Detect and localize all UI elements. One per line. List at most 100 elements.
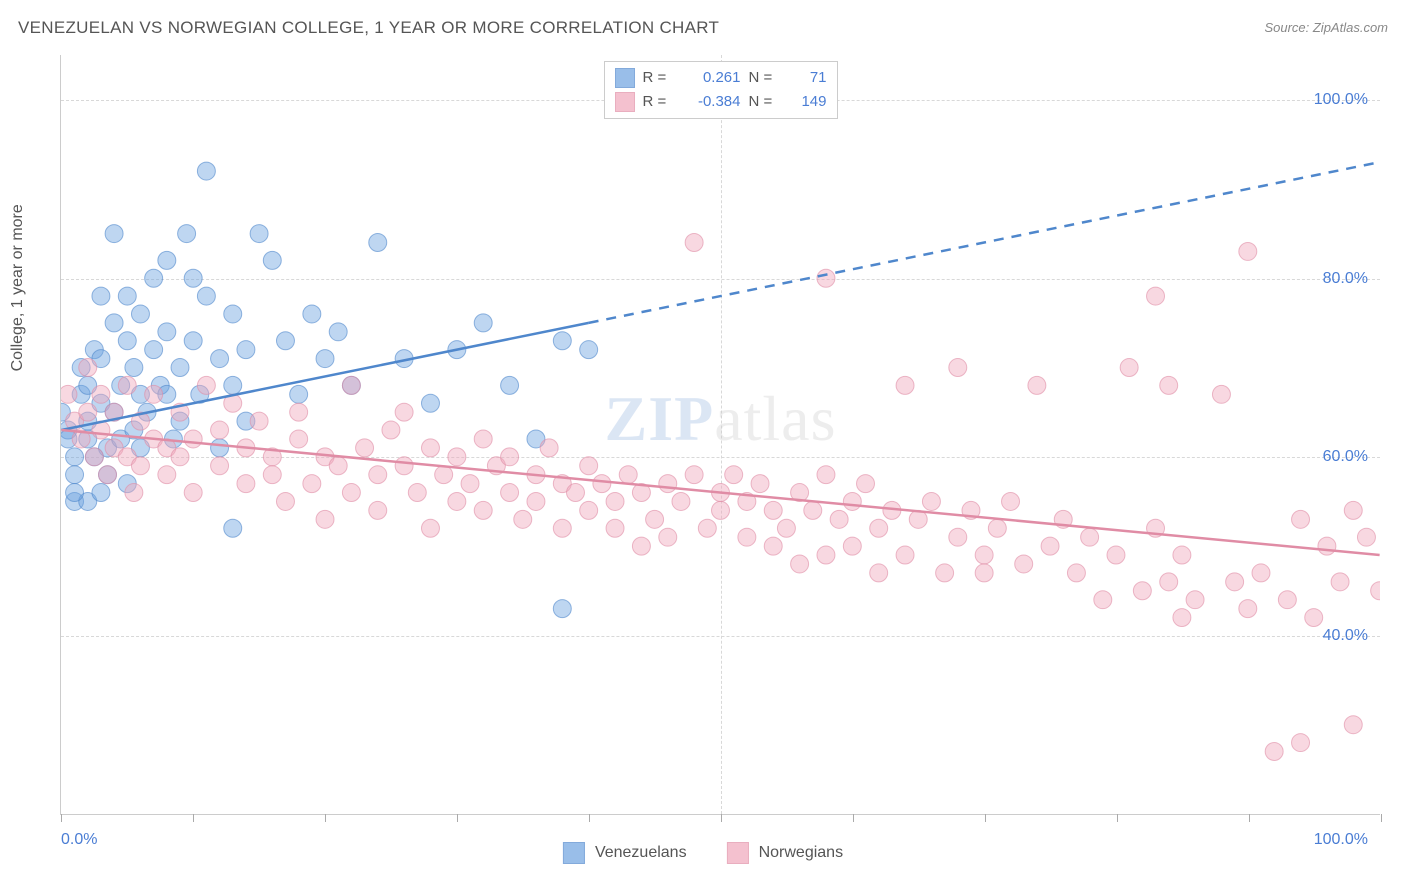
scatter-point <box>1239 242 1257 260</box>
scatter-point <box>118 376 136 394</box>
scatter-point <box>1107 546 1125 564</box>
scatter-point <box>211 421 229 439</box>
scatter-point <box>66 484 84 502</box>
scatter-point <box>738 528 756 546</box>
scatter-point <box>1094 591 1112 609</box>
scatter-point <box>237 341 255 359</box>
scatter-point <box>1041 537 1059 555</box>
scatter-point <box>474 430 492 448</box>
scatter-point <box>1292 734 1310 752</box>
scatter-point <box>1252 564 1270 582</box>
scatter-point <box>66 448 84 466</box>
x-tick <box>1249 814 1250 822</box>
legend-r-label: R = <box>643 90 673 114</box>
scatter-point <box>356 439 374 457</box>
x-tick <box>457 814 458 822</box>
scatter-point <box>817 546 835 564</box>
scatter-point <box>1357 528 1375 546</box>
scatter-point <box>303 305 321 323</box>
scatter-point <box>685 234 703 252</box>
scatter-point <box>1160 573 1178 591</box>
scatter-point <box>421 519 439 537</box>
legend-n-label: N = <box>749 66 779 90</box>
scatter-point <box>764 501 782 519</box>
scatter-point <box>1160 376 1178 394</box>
scatter-point <box>461 475 479 493</box>
scatter-point <box>211 350 229 368</box>
scatter-point <box>197 287 215 305</box>
scatter-point <box>949 528 967 546</box>
legend-n-value: 71 <box>787 66 827 90</box>
scatter-point <box>290 403 308 421</box>
scatter-point <box>843 492 861 510</box>
chart-container: VENEZUELAN VS NORWEGIAN COLLEGE, 1 YEAR … <box>0 0 1406 892</box>
scatter-point <box>553 600 571 618</box>
scatter-point <box>698 519 716 537</box>
legend-swatch <box>727 842 749 864</box>
trend-line <box>61 430 1379 555</box>
scatter-point <box>224 519 242 537</box>
scatter-point <box>184 430 202 448</box>
scatter-point <box>922 492 940 510</box>
scatter-point <box>290 385 308 403</box>
x-tick <box>325 814 326 822</box>
scatter-point <box>158 466 176 484</box>
scatter-point <box>118 287 136 305</box>
scatter-point <box>224 376 242 394</box>
scatter-point <box>1173 609 1191 627</box>
scatter-point <box>263 466 281 484</box>
scatter-point <box>474 314 492 332</box>
scatter-point <box>1186 591 1204 609</box>
scatter-point <box>145 341 163 359</box>
scatter-point <box>1015 555 1033 573</box>
scatter-point <box>817 269 835 287</box>
scatter-point <box>1028 376 1046 394</box>
legend-r-value: 0.261 <box>681 66 741 90</box>
scatter-point <box>184 269 202 287</box>
scatter-point <box>184 484 202 502</box>
scatter-point <box>1002 492 1020 510</box>
scatter-point <box>1344 716 1362 734</box>
legend-series-label: Norwegians <box>759 844 843 862</box>
scatter-point <box>988 519 1006 537</box>
scatter-point <box>606 492 624 510</box>
scatter-point <box>1147 287 1165 305</box>
scatter-point <box>145 269 163 287</box>
legend-n-label: N = <box>749 90 779 114</box>
scatter-point <box>1226 573 1244 591</box>
scatter-point <box>593 475 611 493</box>
scatter-point <box>92 287 110 305</box>
legend-r-value: -0.384 <box>681 90 741 114</box>
scatter-point <box>830 510 848 528</box>
scatter-point <box>580 341 598 359</box>
scatter-point <box>197 162 215 180</box>
x-tick <box>589 814 590 822</box>
scatter-point <box>553 332 571 350</box>
scatter-point <box>1278 591 1296 609</box>
scatter-point <box>92 385 110 403</box>
scatter-point <box>158 251 176 269</box>
scatter-point <box>1305 609 1323 627</box>
x-tick <box>1117 814 1118 822</box>
scatter-point <box>105 314 123 332</box>
scatter-point <box>79 403 97 421</box>
scatter-point <box>85 448 103 466</box>
x-tick <box>193 814 194 822</box>
scatter-point <box>342 484 360 502</box>
scatter-point <box>659 475 677 493</box>
scatter-point <box>646 510 664 528</box>
scatter-point <box>1265 743 1283 761</box>
scatter-point <box>369 501 387 519</box>
scatter-point <box>171 359 189 377</box>
scatter-point <box>1239 600 1257 618</box>
scatter-point <box>125 484 143 502</box>
source-label: Source: ZipAtlas.com <box>1264 20 1388 35</box>
x-tick <box>985 814 986 822</box>
scatter-point <box>408 484 426 502</box>
scatter-point <box>514 510 532 528</box>
scatter-point <box>949 359 967 377</box>
y-axis-title: College, 1 year or more <box>9 204 27 371</box>
trend-line-extrapolated <box>589 162 1380 323</box>
scatter-point <box>804 501 822 519</box>
scatter-point <box>382 421 400 439</box>
